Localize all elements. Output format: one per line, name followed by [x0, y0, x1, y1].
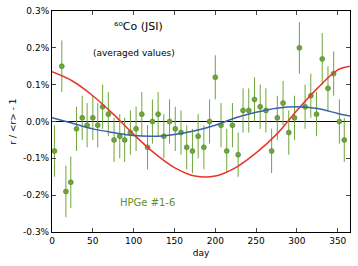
svg-text:350: 350 — [329, 236, 346, 246]
svg-text:150: 150 — [166, 236, 183, 246]
svg-text:0.0%: 0.0% — [26, 117, 49, 127]
svg-text:0: 0 — [49, 236, 55, 246]
svg-text:0.3%: 0.3% — [26, 6, 49, 16]
svg-text:100: 100 — [125, 236, 142, 246]
svg-text:day: day — [193, 248, 210, 258]
svg-text:⁶⁰Co (JSI): ⁶⁰Co (JSI) — [114, 20, 163, 33]
svg-text:300: 300 — [288, 236, 305, 246]
svg-text:-0.2%: -0.2% — [23, 190, 50, 200]
svg-text:0.2%: 0.2% — [26, 43, 49, 53]
svg-text:200: 200 — [207, 236, 224, 246]
svg-text:HPGe #1-6: HPGe #1-6 — [120, 197, 175, 208]
svg-text:r / <r> - 1: r / <r> - 1 — [8, 99, 18, 145]
svg-text:50: 50 — [87, 236, 99, 246]
svg-text:-0.3%: -0.3% — [23, 227, 50, 237]
svg-text:0.1%: 0.1% — [26, 80, 49, 90]
svg-text:(averaged values): (averaged values) — [93, 48, 175, 58]
svg-text:250: 250 — [248, 236, 265, 246]
svg-text:-0.1%: -0.1% — [23, 153, 50, 163]
